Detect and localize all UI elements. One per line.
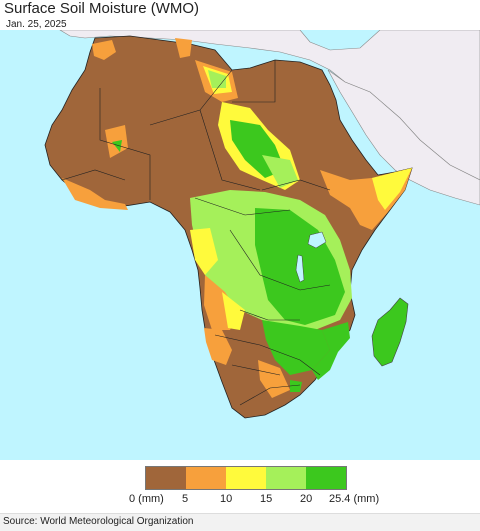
moisture-gabon-yellow	[190, 228, 218, 275]
country-borders	[61, 60, 331, 406]
legend-labels: 0 (mm) 5 10 15 20 25.4 (mm)	[129, 493, 445, 507]
legend-label-1: 5	[182, 493, 189, 505]
legend-swatch-2	[226, 467, 266, 489]
moisture-nw-coast	[92, 40, 116, 60]
lake-victoria	[307, 231, 327, 249]
legend-label-2: 10	[220, 493, 233, 505]
madagascar-landmass	[371, 297, 409, 367]
moisture-somalia-yellow	[372, 168, 412, 210]
soil-moisture-map	[0, 30, 480, 460]
map-date: Jan. 25, 2025	[6, 19, 67, 30]
moisture-sa-green	[290, 380, 302, 392]
legend-label-0: 0 (mm)	[129, 493, 164, 505]
source-footer: Source: World Meteorological Organizatio…	[0, 513, 480, 531]
moisture-angola-yellow	[222, 292, 245, 330]
arabian-peninsula	[327, 69, 480, 206]
legend-label-3: 15	[260, 493, 273, 505]
legend-swatch-3	[266, 467, 306, 489]
moisture-tunisia	[175, 38, 192, 58]
legend-label-4: 20	[300, 493, 313, 505]
source-text: Source: World Meteorological Organizatio…	[3, 516, 194, 527]
legend-swatch-1	[186, 467, 226, 489]
moisture-zim-orange	[258, 360, 290, 398]
moisture-west-coast	[62, 178, 128, 210]
map-title: Surface Soil Moisture (WMO)	[4, 0, 200, 17]
moisture-sudan-light	[262, 155, 298, 188]
legend: 0 (mm) 5 10 15 20 25.4 (mm)	[129, 466, 445, 507]
legend-swatch-0	[146, 467, 186, 489]
legend-label-5: 25.4 (mm)	[329, 493, 380, 505]
moisture-zambia-green	[262, 320, 330, 375]
lake-tanganyika	[295, 254, 305, 283]
legend-swatch-4	[306, 467, 346, 489]
moisture-mali-green	[112, 140, 122, 152]
legend-colorbar	[145, 466, 347, 490]
moisture-mozambique-green	[312, 322, 350, 380]
